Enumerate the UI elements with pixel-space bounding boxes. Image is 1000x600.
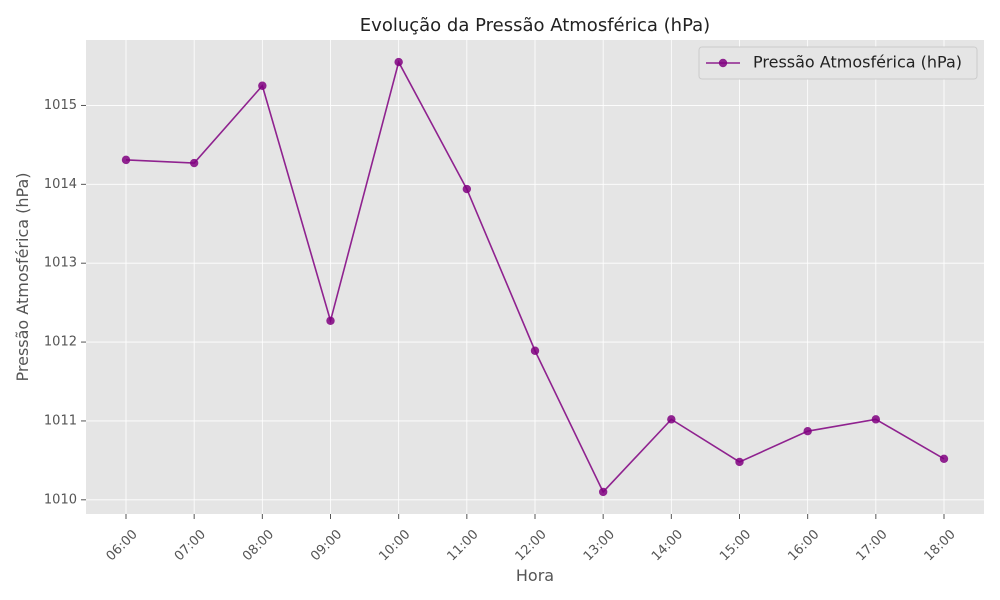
x-tick-label: 17:00 — [853, 527, 890, 564]
y-tick-label: 1013 — [44, 256, 77, 271]
data-point — [598, 487, 608, 497]
data-point — [462, 184, 472, 194]
x-tick-label: 11:00 — [444, 527, 481, 564]
x-tick-label: 06:00 — [104, 527, 141, 564]
data-point — [189, 158, 199, 168]
data-point — [121, 155, 131, 165]
data-point — [530, 346, 540, 355]
legend: Pressão Atmosférica (hPa) — [698, 46, 978, 80]
x-tick-label: 10:00 — [376, 527, 413, 564]
data-point — [803, 426, 812, 436]
x-tick-label: 18:00 — [922, 527, 959, 564]
data-point — [326, 316, 335, 325]
x-tick-label: 15:00 — [717, 527, 754, 564]
x-tick-label: 08:00 — [240, 527, 277, 564]
x-tick-label: 12:00 — [513, 527, 550, 564]
y-tick-label: 1011 — [44, 413, 77, 428]
y-tick-label: 1012 — [44, 335, 77, 350]
data-point — [394, 57, 403, 67]
y-tick-label: 1014 — [44, 177, 77, 192]
legend-marker-swatch — [718, 58, 728, 68]
chart-title: Evolução da Pressão Atmosférica (hPa) — [360, 15, 710, 36]
y-tick-label: 1010 — [44, 492, 77, 507]
data-point — [667, 415, 676, 424]
legend-entry-label: Pressão Atmosférica (hPa) — [753, 53, 962, 72]
y-axis-label: Pressão Atmosférica (hPa) — [13, 173, 32, 382]
x-tick-label: 16:00 — [785, 527, 822, 564]
data-point — [258, 81, 267, 90]
series-layer — [121, 57, 949, 497]
x-axis-label: Hora — [516, 566, 554, 585]
data-point — [735, 457, 744, 467]
data-point — [939, 454, 949, 463]
x-tick-label: 14:00 — [649, 527, 686, 564]
x-tick-label: 13:00 — [581, 527, 618, 564]
x-tick-label: 07:00 — [172, 527, 209, 564]
y-axis-ticks: 1010 1011 1012 1013 1014 1015 — [44, 98, 86, 507]
x-axis-ticks: 06:00 07:00 08:00 09:00 10:00 11:00 12:00 13:00… — [104, 514, 959, 564]
legend-box — [698, 46, 978, 80]
data-point — [871, 415, 881, 424]
x-tick-label: 09:00 — [308, 527, 345, 564]
y-tick-label: 1015 — [44, 98, 77, 113]
